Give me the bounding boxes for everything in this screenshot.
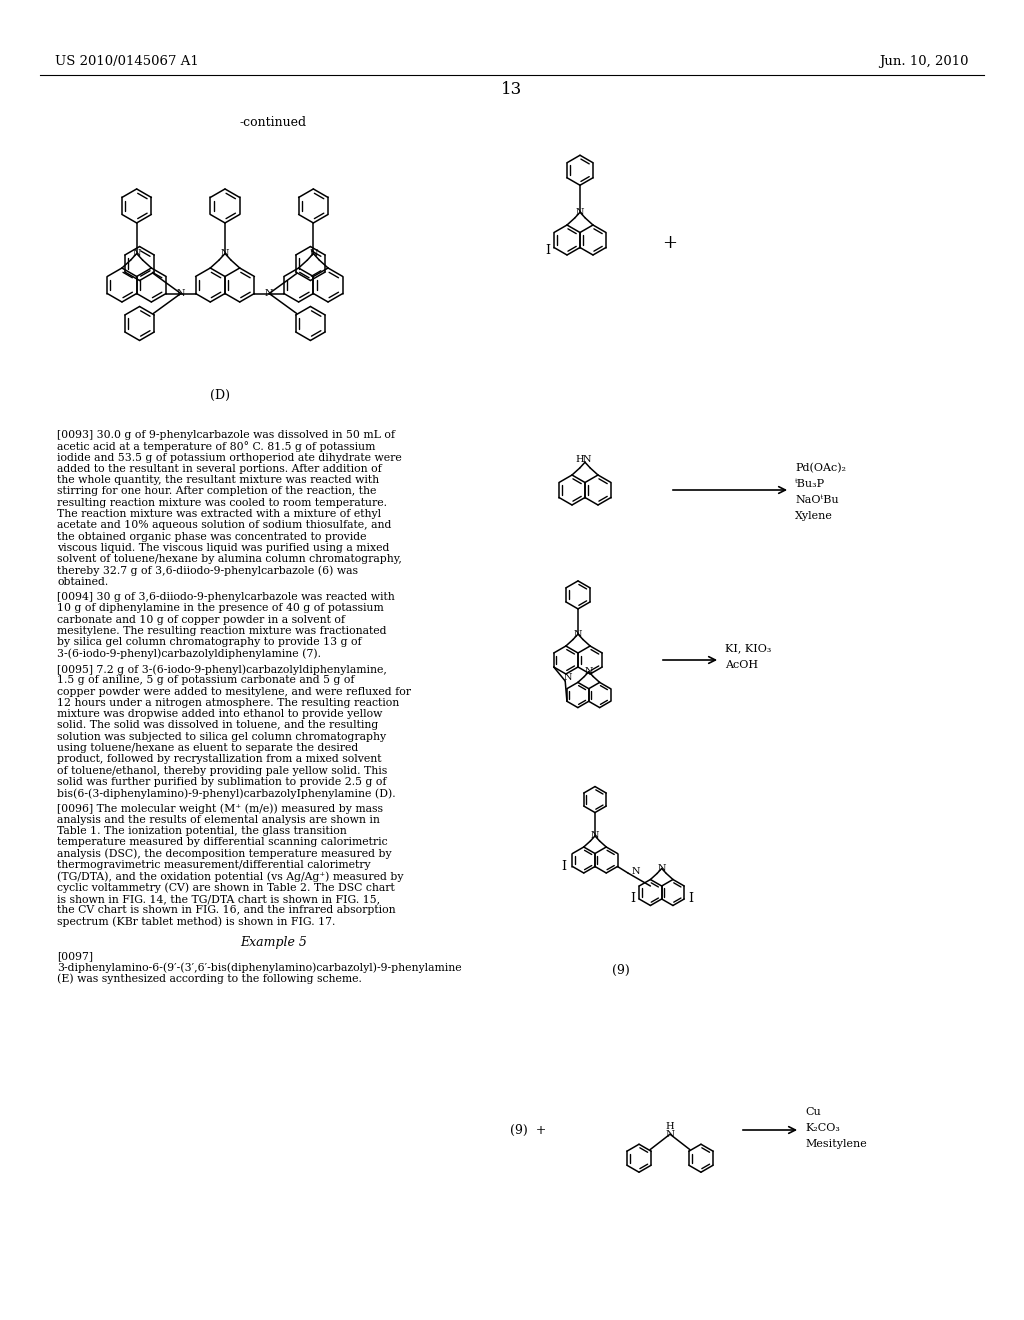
Text: N: N bbox=[573, 630, 583, 639]
Text: Table 1. The ionization potential, the glass transition: Table 1. The ionization potential, the g… bbox=[57, 826, 347, 836]
Text: Mesitylene: Mesitylene bbox=[805, 1139, 866, 1148]
Text: N: N bbox=[221, 249, 229, 257]
Text: N: N bbox=[666, 1130, 675, 1139]
Text: by silica gel column chromatography to provide 13 g of: by silica gel column chromatography to p… bbox=[57, 638, 361, 647]
Text: product, followed by recrystallization from a mixed solvent: product, followed by recrystallization f… bbox=[57, 755, 382, 764]
Text: 10 g of diphenylamine in the presence of 40 g of potassium: 10 g of diphenylamine in the presence of… bbox=[57, 603, 384, 614]
Text: I: I bbox=[546, 244, 551, 257]
Text: N: N bbox=[591, 832, 599, 841]
Text: temperature measured by differential scanning calorimetric: temperature measured by differential sca… bbox=[57, 837, 388, 847]
Text: cyclic voltammetry (CV) are shown in Table 2. The DSC chart: cyclic voltammetry (CV) are shown in Tab… bbox=[57, 883, 394, 894]
Text: added to the resultant in several portions. After addition of: added to the resultant in several portio… bbox=[57, 463, 382, 474]
Text: bis(6-(3-diphenylamino)-9-phenyl)carbazolyIphenylamine (D).: bis(6-(3-diphenylamino)-9-phenyl)carbazo… bbox=[57, 788, 395, 799]
Text: N: N bbox=[657, 865, 666, 873]
Text: analysis and the results of elemental analysis are shown in: analysis and the results of elemental an… bbox=[57, 814, 380, 825]
Text: N: N bbox=[132, 249, 141, 257]
Text: thermogravimetric measurement/differential calorimetry: thermogravimetric measurement/differenti… bbox=[57, 861, 371, 870]
Text: US 2010/0145067 A1: US 2010/0145067 A1 bbox=[55, 55, 199, 69]
Text: using toluene/hexane as eluent to separate the desired: using toluene/hexane as eluent to separa… bbox=[57, 743, 358, 754]
Text: N: N bbox=[309, 249, 317, 257]
Text: carbonate and 10 g of copper powder in a solvent of: carbonate and 10 g of copper powder in a… bbox=[57, 615, 345, 624]
Text: 12 hours under a nitrogen atmosphere. The resulting reaction: 12 hours under a nitrogen atmosphere. Th… bbox=[57, 698, 399, 708]
Text: I: I bbox=[630, 892, 635, 906]
Text: stirring for one hour. After completion of the reaction, the: stirring for one hour. After completion … bbox=[57, 487, 377, 496]
Text: +: + bbox=[663, 234, 678, 252]
Text: iodide and 53.5 g of potassium orthoperiod ate dihydrate were: iodide and 53.5 g of potassium orthoperi… bbox=[57, 453, 401, 462]
Text: [0097]: [0097] bbox=[57, 950, 93, 961]
Text: N: N bbox=[564, 673, 572, 682]
Text: [0095] 7.2 g of 3-(6-iodo-9-phenyl)carbazolyldiphenylamine,: [0095] 7.2 g of 3-(6-iodo-9-phenyl)carba… bbox=[57, 664, 387, 675]
Text: Xylene: Xylene bbox=[795, 511, 833, 521]
Text: Cu: Cu bbox=[805, 1107, 821, 1117]
Text: NaOᵗBu: NaOᵗBu bbox=[795, 495, 839, 506]
Text: (9)  +: (9) + bbox=[510, 1123, 547, 1137]
Text: resulting reaction mixture was cooled to room temperature.: resulting reaction mixture was cooled to… bbox=[57, 498, 387, 508]
Text: N: N bbox=[585, 667, 593, 676]
Text: the obtained organic phase was concentrated to provide: the obtained organic phase was concentra… bbox=[57, 532, 367, 541]
Text: acetate and 10% aqueous solution of sodium thiosulfate, and: acetate and 10% aqueous solution of sodi… bbox=[57, 520, 391, 531]
Text: spectrum (KBr tablet method) is shown in FIG. 17.: spectrum (KBr tablet method) is shown in… bbox=[57, 916, 336, 927]
Text: the CV chart is shown in FIG. 16, and the infrared absorption: the CV chart is shown in FIG. 16, and th… bbox=[57, 906, 395, 915]
Text: obtained.: obtained. bbox=[57, 577, 109, 587]
Text: [0096] The molecular weight (M⁺ (m/e)) measured by mass: [0096] The molecular weight (M⁺ (m/e)) m… bbox=[57, 804, 383, 814]
Text: 3-(6-iodo-9-phenyl)carbazolyldiphenylamine (7).: 3-(6-iodo-9-phenyl)carbazolyldiphenylami… bbox=[57, 648, 321, 659]
Text: N: N bbox=[265, 289, 273, 298]
Text: N: N bbox=[176, 289, 185, 298]
Text: (TG/DTA), and the oxidation potential (vs Ag/Ag⁺) measured by: (TG/DTA), and the oxidation potential (v… bbox=[57, 871, 403, 882]
Text: KI, KIO₃: KI, KIO₃ bbox=[725, 643, 771, 653]
Text: [0093] 30.0 g of 9-phenylcarbazole was dissolved in 50 mL of: [0093] 30.0 g of 9-phenylcarbazole was d… bbox=[57, 430, 395, 440]
Text: Jun. 10, 2010: Jun. 10, 2010 bbox=[880, 55, 969, 69]
Text: ᵗBu₃P: ᵗBu₃P bbox=[795, 479, 825, 488]
Text: solution was subjected to silica gel column chromatography: solution was subjected to silica gel col… bbox=[57, 731, 386, 742]
Text: K₂CO₃: K₂CO₃ bbox=[805, 1123, 840, 1133]
Text: copper powder were added to mesitylene, and were refluxed for: copper powder were added to mesitylene, … bbox=[57, 686, 411, 697]
Text: The reaction mixture was extracted with a mixture of ethyl: The reaction mixture was extracted with … bbox=[57, 510, 381, 519]
Text: of toluene/ethanol, thereby providing pale yellow solid. This: of toluene/ethanol, thereby providing pa… bbox=[57, 766, 387, 776]
Text: Example 5: Example 5 bbox=[240, 936, 307, 949]
Text: 13: 13 bbox=[502, 82, 522, 99]
Text: (D): (D) bbox=[210, 388, 230, 401]
Text: N: N bbox=[575, 207, 585, 216]
Text: solid. The solid was dissolved in toluene, and the resulting: solid. The solid was dissolved in toluen… bbox=[57, 721, 378, 730]
Text: N: N bbox=[583, 455, 592, 463]
Text: thereby 32.7 g of 3,6-diiodo-9-phenylcarbazole (6) was: thereby 32.7 g of 3,6-diiodo-9-phenylcar… bbox=[57, 565, 358, 576]
Text: (9): (9) bbox=[612, 964, 630, 977]
Text: 3-diphenylamino-6-(9′-(3′,6′-bis(diphenylamino)carbazolyl)-9-phenylamine: 3-diphenylamino-6-(9′-(3′,6′-bis(dipheny… bbox=[57, 962, 462, 973]
Text: the whole quantity, the resultant mixture was reacted with: the whole quantity, the resultant mixtur… bbox=[57, 475, 379, 486]
Text: analysis (DSC), the decomposition temperature measured by: analysis (DSC), the decomposition temper… bbox=[57, 849, 391, 859]
Text: 1.5 g of aniline, 5 g of potassium carbonate and 5 g of: 1.5 g of aniline, 5 g of potassium carbo… bbox=[57, 676, 354, 685]
Text: (E) was synthesized according to the following scheme.: (E) was synthesized according to the fol… bbox=[57, 973, 361, 985]
Text: H: H bbox=[666, 1122, 675, 1131]
Text: viscous liquid. The viscous liquid was purified using a mixed: viscous liquid. The viscous liquid was p… bbox=[57, 543, 389, 553]
Text: I: I bbox=[561, 861, 566, 873]
Text: solvent of toluene/hexane by alumina column chromatography,: solvent of toluene/hexane by alumina col… bbox=[57, 554, 401, 564]
Text: AcOH: AcOH bbox=[725, 660, 758, 671]
Text: acetic acid at a temperature of 80° C. 81.5 g of potassium: acetic acid at a temperature of 80° C. 8… bbox=[57, 441, 376, 453]
Text: solid was further purified by sublimation to provide 2.5 g of: solid was further purified by sublimatio… bbox=[57, 777, 386, 787]
Text: mixture was dropwise added into ethanol to provide yellow: mixture was dropwise added into ethanol … bbox=[57, 709, 382, 719]
Text: H: H bbox=[575, 455, 584, 463]
Text: is shown in FIG. 14, the TG/DTA chart is shown in FIG. 15,: is shown in FIG. 14, the TG/DTA chart is… bbox=[57, 894, 380, 904]
Text: [0094] 30 g of 3,6-diiodo-9-phenylcarbazole was reacted with: [0094] 30 g of 3,6-diiodo-9-phenylcarbaz… bbox=[57, 593, 394, 602]
Text: Pd(OAc)₂: Pd(OAc)₂ bbox=[795, 463, 846, 473]
Text: N: N bbox=[632, 866, 640, 875]
Text: mesitylene. The resulting reaction mixture was fractionated: mesitylene. The resulting reaction mixtu… bbox=[57, 626, 386, 636]
Text: -continued: -continued bbox=[240, 116, 306, 128]
Text: I: I bbox=[688, 892, 693, 906]
